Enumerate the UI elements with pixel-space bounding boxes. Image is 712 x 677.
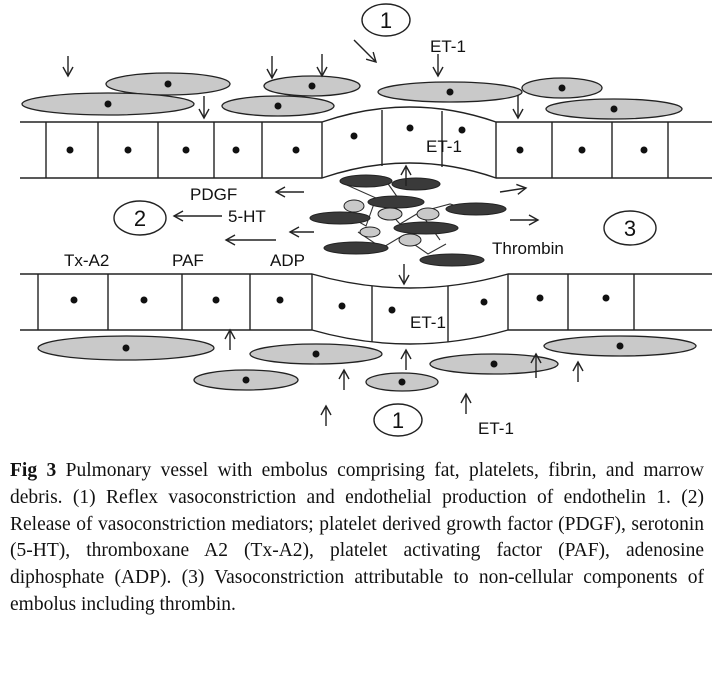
svg-text:2: 2 <box>134 206 146 231</box>
outer-cell <box>249 343 383 365</box>
upper-endothelial-wall <box>20 106 712 179</box>
outer-cell <box>21 92 195 116</box>
outer-cell <box>193 369 299 391</box>
et1-upper-wall-label: ET-1 <box>426 137 462 156</box>
outer-cell <box>365 372 439 392</box>
outer-cell <box>429 353 559 375</box>
outer-cell <box>221 95 335 117</box>
label-circle-2: 2 <box>113 200 167 236</box>
caption-text: Pulmonary vessel with embolus comprising… <box>10 460 705 615</box>
et1-bottom-label: ET-1 <box>478 419 514 438</box>
label-circle-3: 3 <box>603 210 657 246</box>
et1-top-label: ET-1 <box>430 37 466 56</box>
adp-label: ADP <box>270 251 305 270</box>
5ht-label: 5-HT <box>228 207 266 226</box>
outer-cell <box>543 335 697 357</box>
upper-arrows <box>62 39 524 120</box>
outer-cell <box>37 335 215 361</box>
vessel-diagram: 1 ET-1 ET-1 <box>20 3 712 438</box>
marrow-debris <box>343 199 440 247</box>
thrombin-label: Thrombin <box>492 239 564 258</box>
outer-cell <box>105 72 231 96</box>
pdgf-label: PDGF <box>190 185 237 204</box>
lower-arrows <box>224 328 584 426</box>
diagram-svg: 1 ET-1 ET-1 <box>20 3 712 438</box>
upper-wall-nuclei <box>66 124 648 154</box>
svg-text:3: 3 <box>624 216 636 241</box>
label-circle-1-top: 1 <box>361 3 411 37</box>
embolus-arrows <box>172 164 540 286</box>
figure-caption: Fig 3 Pulmonary vessel with embolus comp… <box>10 458 704 619</box>
outer-cell <box>263 75 361 97</box>
embolus <box>309 174 507 267</box>
platelets <box>309 174 507 267</box>
lower-wall-nuclei <box>70 294 610 314</box>
outer-cell <box>377 81 523 103</box>
caption-label: Fig 3 <box>10 460 57 481</box>
svg-text:1: 1 <box>392 408 404 433</box>
svg-text:1: 1 <box>380 8 392 33</box>
lower-endothelial-wall <box>20 273 712 345</box>
lower-outer-cells <box>37 335 697 392</box>
outer-cell <box>521 77 603 99</box>
et1-lower-wall-label: ET-1 <box>410 313 446 332</box>
upper-outer-cells <box>21 72 683 120</box>
paf-label: PAF <box>172 251 204 270</box>
outer-cell <box>545 98 683 120</box>
label-circle-1-bottom: 1 <box>373 403 423 437</box>
txa2-label: Tx-A2 <box>64 251 109 270</box>
